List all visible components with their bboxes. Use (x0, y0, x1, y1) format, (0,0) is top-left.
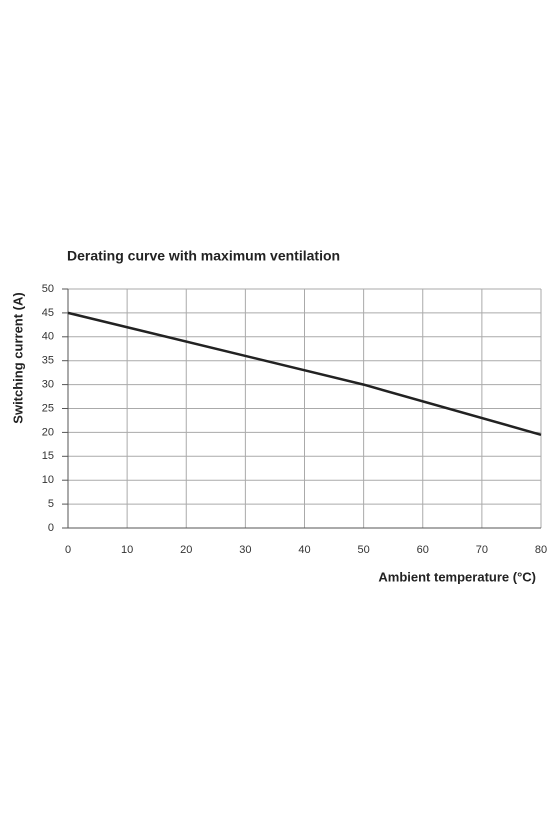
y-tick-label: 45 (42, 307, 54, 319)
x-tick-label: 20 (180, 544, 192, 556)
y-tick-label: 25 (42, 402, 54, 414)
y-tick-label: 35 (42, 355, 54, 367)
x-tick-label: 30 (239, 544, 251, 556)
x-tick-label: 10 (121, 544, 133, 556)
data-line (67, 311, 542, 436)
x-tick-label: 80 (535, 544, 547, 556)
y-tick-label: 40 (42, 331, 54, 343)
y-tick-label: 15 (42, 450, 54, 462)
y-tick-label: 5 (48, 498, 54, 510)
x-tick-label: 70 (476, 544, 488, 556)
y-axis-label: Switching current (A) (10, 292, 25, 423)
y-tick-label: 50 (42, 283, 54, 295)
x-tick-label: 50 (358, 544, 370, 556)
chart-title: Derating curve with maximum ventilation (67, 248, 340, 264)
y-tick-label: 0 (48, 522, 54, 534)
y-tick-label: 30 (42, 379, 54, 391)
y-tick-label: 10 (42, 474, 54, 486)
x-tick-label: 40 (298, 544, 310, 556)
x-axis-label: Ambient temperature (°C) (378, 569, 536, 584)
x-tick-label: 0 (65, 544, 71, 556)
x-tick-label: 60 (417, 544, 429, 556)
y-tick-label: 20 (42, 426, 54, 438)
